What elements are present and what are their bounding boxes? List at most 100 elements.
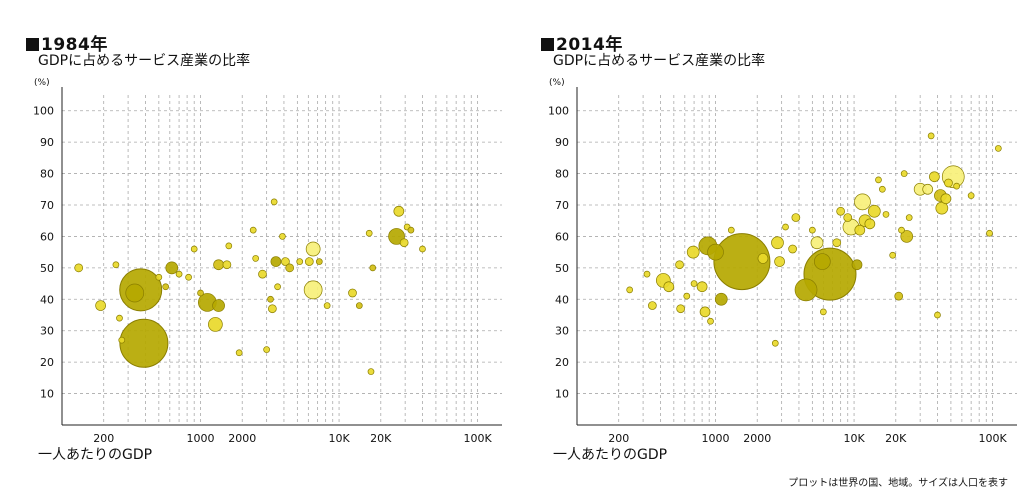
data-point <box>263 346 270 353</box>
data-point <box>864 218 876 230</box>
data-point <box>648 301 657 310</box>
data-point <box>663 281 675 293</box>
data-point <box>407 226 415 234</box>
data-point <box>643 270 651 278</box>
x-axis-label: 一人あたりのGDP <box>38 447 153 463</box>
data-point <box>399 238 409 248</box>
y-tick-label: 100 <box>548 105 569 118</box>
data-point <box>875 176 882 184</box>
x-tick-label: 1000 <box>187 432 215 445</box>
data-point <box>208 317 223 332</box>
data-point <box>74 263 84 273</box>
data-point <box>791 213 801 222</box>
y-tick-label: 10 <box>40 388 54 401</box>
data-point <box>757 253 769 264</box>
chart-subtitle: GDPに占めるサービス産業の比率 <box>38 53 251 69</box>
y-tick-label: 90 <box>555 136 569 149</box>
data-point <box>771 236 784 250</box>
y-tick-label: 20 <box>40 356 54 369</box>
data-point <box>367 368 375 375</box>
y-tick-label: 70 <box>40 199 54 212</box>
data-point <box>296 258 304 265</box>
data-point <box>727 226 735 234</box>
data-point <box>365 229 373 237</box>
data-point <box>274 283 281 291</box>
data-point <box>967 192 975 199</box>
x-tick-label: 2000 <box>228 432 256 445</box>
x-tick-label: 100K <box>978 432 1007 445</box>
y-tick-label: 70 <box>555 199 569 212</box>
data-point <box>927 132 935 140</box>
data-point <box>851 259 863 271</box>
data-point <box>165 261 179 275</box>
data-point <box>707 317 714 325</box>
chart-subtitle: GDPに占めるサービス産業の比率 <box>553 53 766 69</box>
x-tick-label: 200 <box>93 432 114 445</box>
data-point <box>894 291 904 301</box>
data-point <box>994 145 1002 152</box>
data-point <box>212 299 225 312</box>
chart-title-text: 1984年 <box>41 35 108 55</box>
data-point <box>819 308 827 316</box>
data-point <box>222 260 232 270</box>
x-tick-label: 20K <box>370 432 392 445</box>
data-point <box>929 171 940 183</box>
data-point <box>267 295 274 303</box>
y-tick-label: 60 <box>40 230 54 243</box>
data-point <box>878 185 886 193</box>
data-point <box>898 226 905 234</box>
x-tick-label: 10K <box>328 432 350 445</box>
y-axis-unit: (%) <box>549 78 565 88</box>
data-point <box>707 243 724 261</box>
data-point <box>125 283 145 303</box>
y-tick-label: 100 <box>33 105 54 118</box>
data-point <box>867 204 881 218</box>
x-tick-label: 100K <box>463 432 492 445</box>
y-tick-label: 10 <box>555 388 569 401</box>
scatter-plot: 10 20 30 40 50 60 70 80 90 100 200 1000 2000 10K 20K 10… <box>33 87 502 445</box>
data-point <box>175 270 183 278</box>
data-point <box>355 302 363 309</box>
y-axis-unit: (%) <box>34 78 50 88</box>
data-point <box>676 304 686 314</box>
data-point <box>348 288 357 298</box>
data-point <box>268 304 277 314</box>
data-point <box>696 281 708 293</box>
data-point <box>116 314 123 322</box>
data-point <box>119 318 169 368</box>
x-tick-label: 2000 <box>743 432 771 445</box>
data-point <box>882 211 890 218</box>
data-point <box>810 236 824 250</box>
y-tick-label: 80 <box>40 168 54 181</box>
data-point <box>279 233 286 240</box>
data-point <box>771 339 779 347</box>
y-tick-label: 30 <box>555 325 569 338</box>
data-point <box>281 257 290 266</box>
data-point <box>213 259 224 271</box>
x-tick-label: 10K <box>843 432 865 445</box>
x-tick-label: 200 <box>608 432 629 445</box>
data-point <box>683 292 691 300</box>
data-point <box>369 264 377 272</box>
y-tick-label: 20 <box>555 356 569 369</box>
data-point <box>258 269 267 279</box>
data-point <box>836 206 845 216</box>
scatter-plot: 10 20 30 40 50 60 70 80 90 100 200 1000 2000 10K 20K 10… <box>548 87 1017 445</box>
gridlines <box>577 95 1017 425</box>
x-tick-label: 1000 <box>702 432 730 445</box>
chart-title-text: 2014年 <box>556 35 623 55</box>
data-point <box>270 198 278 206</box>
data-point <box>953 182 960 190</box>
data-point <box>315 258 323 265</box>
data-point <box>235 349 243 357</box>
data-point <box>270 256 282 267</box>
data-point <box>843 213 853 222</box>
footnote: プロットは世界の国、地域。サイズは人口を表す <box>788 478 1008 489</box>
title-square-icon <box>26 38 39 51</box>
y-tick-label: 40 <box>555 293 569 306</box>
chart-title: 2014年 <box>541 30 623 55</box>
data-point <box>252 255 260 262</box>
data-point <box>944 178 953 188</box>
data-point <box>686 245 700 259</box>
data-point <box>809 226 816 234</box>
